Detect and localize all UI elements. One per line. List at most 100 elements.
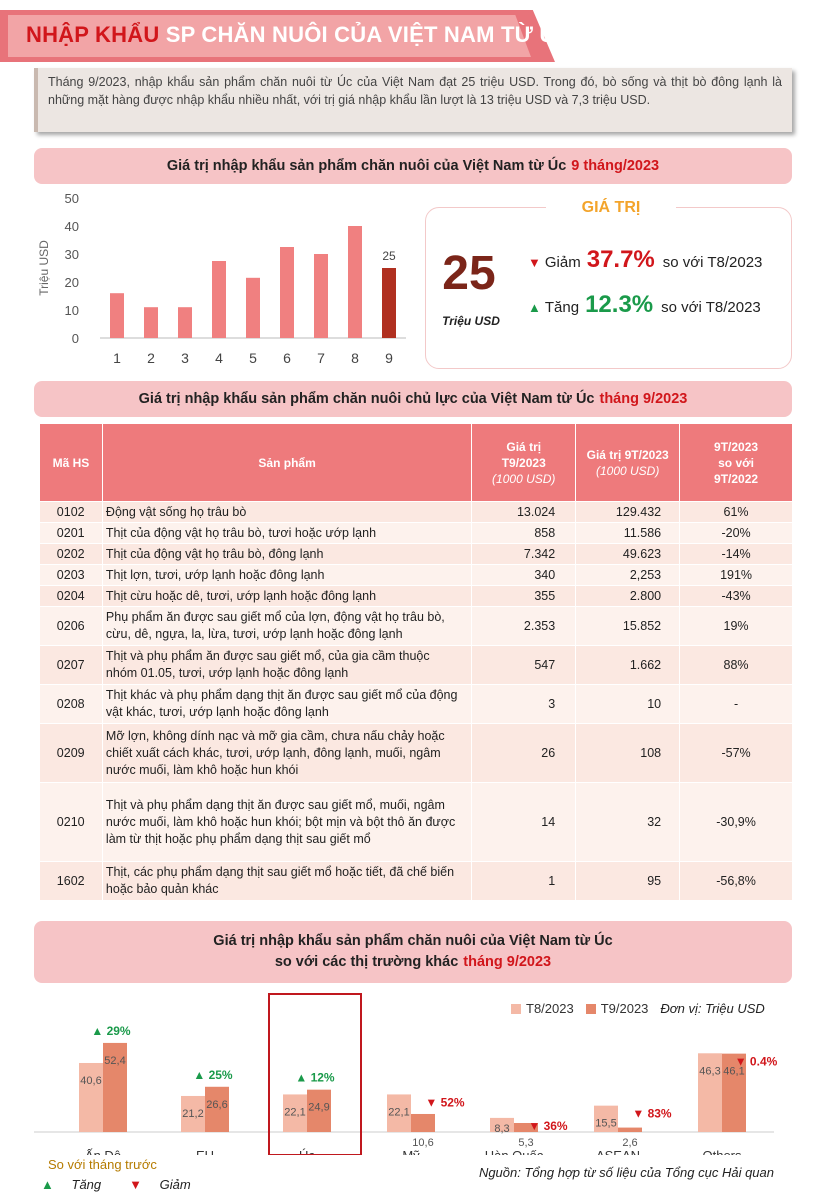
x-tick-label: 9 bbox=[385, 350, 393, 366]
cell-code: 0206 bbox=[39, 606, 103, 646]
value-label-t8: 8,3 bbox=[494, 1123, 509, 1135]
x-tick-label: 5 bbox=[249, 350, 257, 366]
cell-compare: -56,8% bbox=[679, 861, 793, 901]
bar-month-7 bbox=[314, 254, 328, 338]
value-label-t9: 5,3 bbox=[518, 1137, 533, 1149]
cell-code: 0208 bbox=[39, 684, 103, 724]
decrease-label: Giảm bbox=[544, 254, 581, 271]
y-tick-label: 10 bbox=[65, 303, 79, 318]
col-header-compare-line2: so với bbox=[718, 455, 754, 470]
category-label: Hàn Quốc bbox=[485, 1148, 544, 1155]
value-label-t9: 26,6 bbox=[206, 1099, 227, 1111]
section-header-products: Giá trị nhập khẩu sản phẩm chăn nuôi chủ… bbox=[34, 381, 792, 417]
col-header-compare: 9T/2023 so với 9T/2022 bbox=[679, 423, 793, 502]
cell-t9: 355 bbox=[471, 585, 577, 607]
bar-month-6 bbox=[280, 247, 294, 338]
cell-ytd: 95 bbox=[575, 861, 681, 901]
bar-t8-6 bbox=[698, 1053, 722, 1132]
y-tick-label: 30 bbox=[65, 247, 79, 262]
x-tick-label: 2 bbox=[147, 350, 155, 366]
category-label: Mỹ bbox=[402, 1148, 420, 1155]
cell-ytd: 15.852 bbox=[575, 606, 681, 646]
col-header-code: Mã HS bbox=[39, 423, 103, 502]
cell-t9: 340 bbox=[471, 564, 577, 586]
market-chart-legend: T8/2023 T9/2023 Đơn vị: Triệu USD bbox=[511, 1001, 765, 1016]
change-down-label: ▼ 83% bbox=[632, 1107, 672, 1121]
decrease-suffix: so với T8/2023 bbox=[662, 254, 763, 271]
cell-product: Thịt và phụ phẩm ăn được sau giết mổ, củ… bbox=[102, 645, 473, 685]
change-up-label: ▲ 29% bbox=[91, 1024, 131, 1038]
x-tick-label: 4 bbox=[215, 350, 223, 366]
category-label: ASEAN bbox=[596, 1148, 640, 1155]
change-down-label: ▼ 52% bbox=[425, 1095, 465, 1109]
table-row: 1602 Thịt, các phụ phẩm dạng thịt sau giế… bbox=[39, 861, 793, 901]
monthly-bar-chart: Triệu USD 0 10 20 30 40 50 1 2 3 4 5 6 7 8 9 25 bbox=[37, 191, 406, 366]
bar-t9-6 bbox=[722, 1053, 746, 1132]
x-tick-label: 3 bbox=[181, 350, 189, 366]
table-row: 0204 Thịt cừu hoặc dê, tươi, ướp lạnh hoặ… bbox=[39, 585, 793, 607]
section-header-monthly-title: Giá trị nhập khẩu sản phẩm chăn nuôi của… bbox=[166, 158, 567, 174]
table-row: 0208 Thịt khác và phụ phẩm dạng thịt ăn đ… bbox=[39, 684, 793, 724]
cell-code: 1602 bbox=[39, 861, 103, 901]
cell-code: 0210 bbox=[39, 782, 103, 862]
y-tick-label: 40 bbox=[65, 219, 79, 234]
cell-ytd: 1.662 bbox=[575, 645, 681, 685]
cell-t9: 26 bbox=[471, 723, 577, 783]
cell-compare: -43% bbox=[679, 585, 793, 607]
change-up-label: ▲ 25% bbox=[193, 1068, 233, 1082]
value-label-t9: 2,6 bbox=[622, 1137, 637, 1149]
legend-item-t8: T8/2023 bbox=[511, 1001, 574, 1016]
table-row: 0207 Thịt và phụ phẩm ăn được sau giết mổ… bbox=[39, 645, 793, 685]
cell-ytd: 108 bbox=[575, 723, 681, 783]
bar-t8-5 bbox=[594, 1105, 618, 1132]
section-header-markets-line2: so với các thị trường khác bbox=[274, 954, 459, 970]
value-card-increase-row: ▲ Tăng 12.3% so với T8/2023 bbox=[528, 291, 761, 319]
legend-label-t9: T9/2023 bbox=[600, 1001, 649, 1016]
value-label-t8: 22,1 bbox=[284, 1106, 305, 1118]
cell-compare: -57% bbox=[679, 723, 793, 783]
x-tick-label: 7 bbox=[317, 350, 325, 366]
cell-ytd: 49.623 bbox=[575, 543, 681, 565]
cell-compare: -20% bbox=[679, 522, 793, 544]
value-label-t8: 15,5 bbox=[595, 1118, 616, 1130]
page-title-rest: SP CHĂN NUÔI CỦA VIỆT NAM TỪ ÚC bbox=[165, 22, 572, 47]
col-header-t9-line2: T9/2023 bbox=[501, 455, 546, 470]
value-label-t9: 10,6 bbox=[412, 1137, 433, 1149]
bar-t9-0 bbox=[103, 1042, 127, 1132]
col-header-t9: Giá trị T9/2023 (1000 USD) bbox=[471, 423, 577, 502]
cell-code: 0209 bbox=[39, 723, 103, 783]
footer-down-text: Giảm bbox=[159, 1177, 191, 1192]
change-down-label: ▼ 0.4% bbox=[735, 1054, 778, 1068]
col-header-compare-line1: 9T/2023 bbox=[714, 439, 759, 454]
cell-code: 0201 bbox=[39, 522, 103, 544]
col-header-t9-unit: (1000 USD) bbox=[492, 471, 556, 486]
value-card-decrease-row: ▼ Giảm 37.7% so với T8/2023 bbox=[528, 246, 762, 274]
section-header-markets: Giá trị nhập khẩu sản phẩm chăn nuôi của… bbox=[34, 921, 792, 983]
table-row: 0206 Phụ phẩm ăn được sau giết mổ của lợn… bbox=[39, 606, 793, 646]
cell-compare: -30,9% bbox=[679, 782, 793, 862]
cell-product: Thịt khác và phụ phẩm dạng thịt ăn được … bbox=[102, 684, 473, 724]
bar-t8-0 bbox=[79, 1062, 103, 1132]
cell-t9: 1 bbox=[471, 861, 577, 901]
bar-t9-2 bbox=[307, 1089, 331, 1132]
table-row: 0201 Thịt của động vật họ trâu bò, tươi h… bbox=[39, 522, 793, 544]
col-header-t9-line1: Giá trị bbox=[506, 439, 542, 454]
cell-compare: 88% bbox=[679, 645, 793, 685]
value-label-t8: 22,1 bbox=[388, 1106, 409, 1118]
bar-data-label: 25 bbox=[382, 249, 396, 263]
cell-code: 0204 bbox=[39, 585, 103, 607]
table-row: 0203 Thịt lợn, tươi, ướp lạnh hoặc đông l… bbox=[39, 564, 793, 586]
x-tick-label: 8 bbox=[351, 350, 359, 366]
footer-compare-label: So với tháng trước bbox=[48, 1157, 157, 1172]
cell-ytd: 32 bbox=[575, 782, 681, 862]
cell-ytd: 129.432 bbox=[575, 501, 681, 523]
cell-t9: 547 bbox=[471, 645, 577, 685]
x-tick-label: 6 bbox=[283, 350, 291, 366]
category-label: EU bbox=[196, 1148, 214, 1155]
x-tick-label: 1 bbox=[113, 350, 121, 366]
col-header-ytd: Giá trị 9T/2023 (1000 USD) bbox=[575, 423, 681, 502]
footer-up-text: Tăng bbox=[71, 1177, 102, 1192]
cell-product: Thịt lợn, tươi, ướp lạnh hoặc đông lạnh bbox=[102, 564, 473, 586]
bar-month-2 bbox=[144, 307, 158, 338]
table-row: 0102 Động vật sống họ trâu bò 13.024 129.43… bbox=[39, 501, 793, 523]
